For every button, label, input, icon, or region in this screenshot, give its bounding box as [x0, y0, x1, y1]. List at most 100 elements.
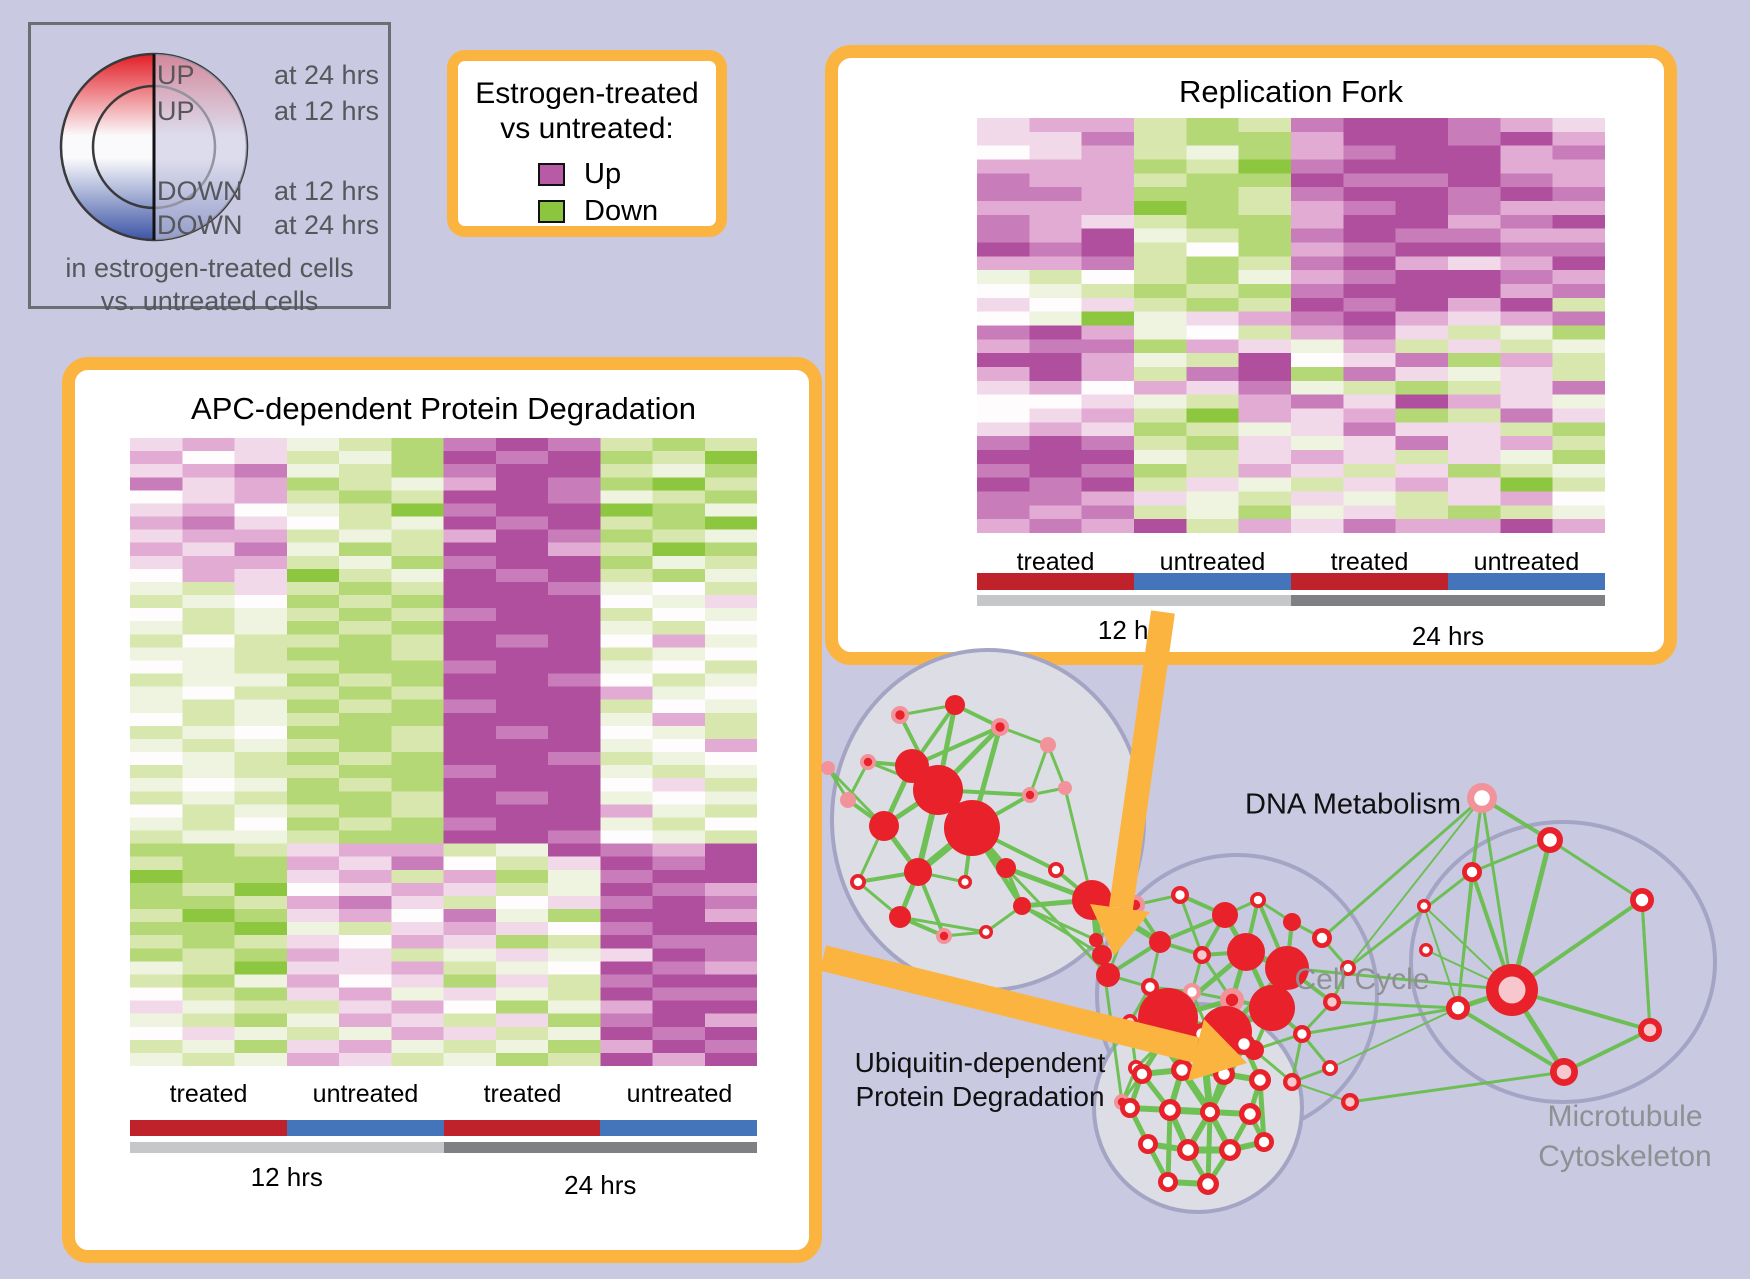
- network-node-center: [1297, 1029, 1307, 1039]
- heatmap-row: [130, 752, 758, 766]
- heatmap-row: [130, 843, 758, 858]
- heatmap-row: [977, 270, 1606, 285]
- rep-group-label-untreated-24: untreated: [1473, 548, 1580, 576]
- heatmap-row: [977, 367, 1606, 382]
- ubiquitin-degradation-label: Ubiquitin-dependent Protein Degradation: [855, 1046, 1106, 1114]
- heatmap-row: [130, 529, 758, 544]
- network-node-center: [1176, 1064, 1188, 1076]
- network-node: [1040, 737, 1056, 753]
- heatmap-row: [130, 948, 758, 962]
- network-node-center: [1164, 1104, 1176, 1116]
- heatmap-row: [977, 228, 1606, 243]
- network-node: [1092, 945, 1112, 965]
- network-node-center: [895, 710, 905, 720]
- network-node-center: [1202, 1178, 1214, 1190]
- heatmap-row: [130, 909, 758, 923]
- rep-time-label-24hrs: 24 hrs: [1411, 621, 1485, 651]
- heatmap-row: [130, 738, 758, 753]
- heatmap-row: [977, 436, 1606, 451]
- network-node-center: [1145, 982, 1155, 992]
- heatmap-row: [130, 935, 758, 949]
- network-node-center: [961, 878, 969, 886]
- callout-arrows: [819, 610, 1247, 1081]
- heatmap-row: [130, 1026, 758, 1041]
- cluster-circle-microtubule: [1409, 820, 1717, 1104]
- network-node-center: [1420, 902, 1428, 910]
- apc-timebar-12hrs: [130, 1142, 444, 1153]
- heatmap-row: [130, 961, 758, 975]
- heatmap-row: [977, 214, 1606, 230]
- ubiquitin-label-line1: Ubiquitin-dependent: [854, 1047, 1106, 1078]
- network-node: [1149, 931, 1171, 953]
- network-node: [1089, 933, 1103, 947]
- network-node-center: [1051, 865, 1061, 875]
- heatmap-row: [130, 568, 758, 583]
- network-node-center: [1197, 950, 1207, 960]
- network-node: [913, 765, 963, 815]
- heatmap-row: [130, 516, 758, 531]
- heatmap-row: [130, 647, 758, 661]
- heatmap-row: [977, 339, 1606, 354]
- heatmap-row: [977, 297, 1606, 313]
- network-node: [1096, 963, 1120, 987]
- heatmap-row: [130, 922, 758, 936]
- arrow-head: [1188, 1019, 1247, 1081]
- network-node-center: [1643, 1023, 1657, 1037]
- apc-group-label-untreated-12: untreated: [312, 1080, 419, 1108]
- heatmap-row: [130, 503, 758, 517]
- ring-label-up-outer: UP: [157, 60, 195, 90]
- network-node-center: [982, 928, 990, 936]
- network-node-center: [1556, 1064, 1572, 1080]
- network-node: [944, 800, 1000, 856]
- network-node-center: [1635, 893, 1649, 907]
- heatmap-row: [977, 450, 1606, 465]
- heatmap-row: [130, 699, 758, 714]
- network-node-center: [1244, 1108, 1256, 1120]
- microtubule-cytoskeleton-label: Microtubule Cytoskeleton: [1538, 1097, 1711, 1177]
- heatmap-row: [130, 542, 758, 557]
- replication-fork-title: Replication Fork: [1179, 74, 1403, 109]
- heatmap-row: [130, 595, 758, 609]
- heatmap-row: [977, 491, 1606, 506]
- network-node-center: [995, 722, 1005, 732]
- network-node-center: [1136, 1068, 1148, 1080]
- ring-label-up-inner: UP: [157, 96, 195, 126]
- heatmap-row: [977, 325, 1606, 340]
- network-node: [869, 811, 899, 841]
- color-key-title-line2: vs untreated:: [500, 112, 674, 145]
- apc-bar-treated-12: [130, 1120, 287, 1136]
- heatmap-row: [130, 451, 758, 465]
- heatmap-row: [977, 131, 1606, 147]
- network-node-center: [1451, 1001, 1465, 1015]
- rep-bar-treated-24: [1291, 573, 1448, 590]
- network-node-center: [1218, 1068, 1230, 1080]
- apc-group-label-treated-12: treated: [169, 1080, 248, 1108]
- up-down-ring-diagram: [59, 52, 249, 242]
- heatmap-row: [977, 145, 1606, 160]
- rep-group-label-treated-24: treated: [1330, 548, 1409, 576]
- ring-label-down-inner: DOWN: [157, 176, 243, 206]
- heatmap-row: [130, 778, 758, 792]
- network-node: [945, 695, 965, 715]
- network-nodes: [821, 695, 1662, 1195]
- rep-bar-treated-12: [977, 573, 1134, 590]
- network-node-center: [1466, 866, 1478, 878]
- arrow-shaft: [1109, 610, 1175, 910]
- heatmap-row: [130, 555, 758, 570]
- network-node-center: [1175, 890, 1185, 900]
- network-node: [821, 761, 835, 775]
- heatmap-row: [130, 581, 758, 596]
- heatmap-row: [130, 895, 758, 910]
- heatmap-row: [130, 791, 758, 805]
- apc-group-label-treated-24: treated: [483, 1080, 562, 1108]
- heatmap-row: [977, 353, 1606, 368]
- rep-timebar-24hrs: [1291, 595, 1605, 606]
- heatmap-row: [130, 856, 758, 871]
- heatmap-row: [130, 464, 758, 478]
- network-node-center: [1124, 1102, 1136, 1114]
- heatmap-row: [977, 201, 1606, 216]
- heatmap-row: [130, 438, 758, 452]
- heatmap-row: [130, 974, 758, 988]
- heatmap-row: [130, 490, 758, 504]
